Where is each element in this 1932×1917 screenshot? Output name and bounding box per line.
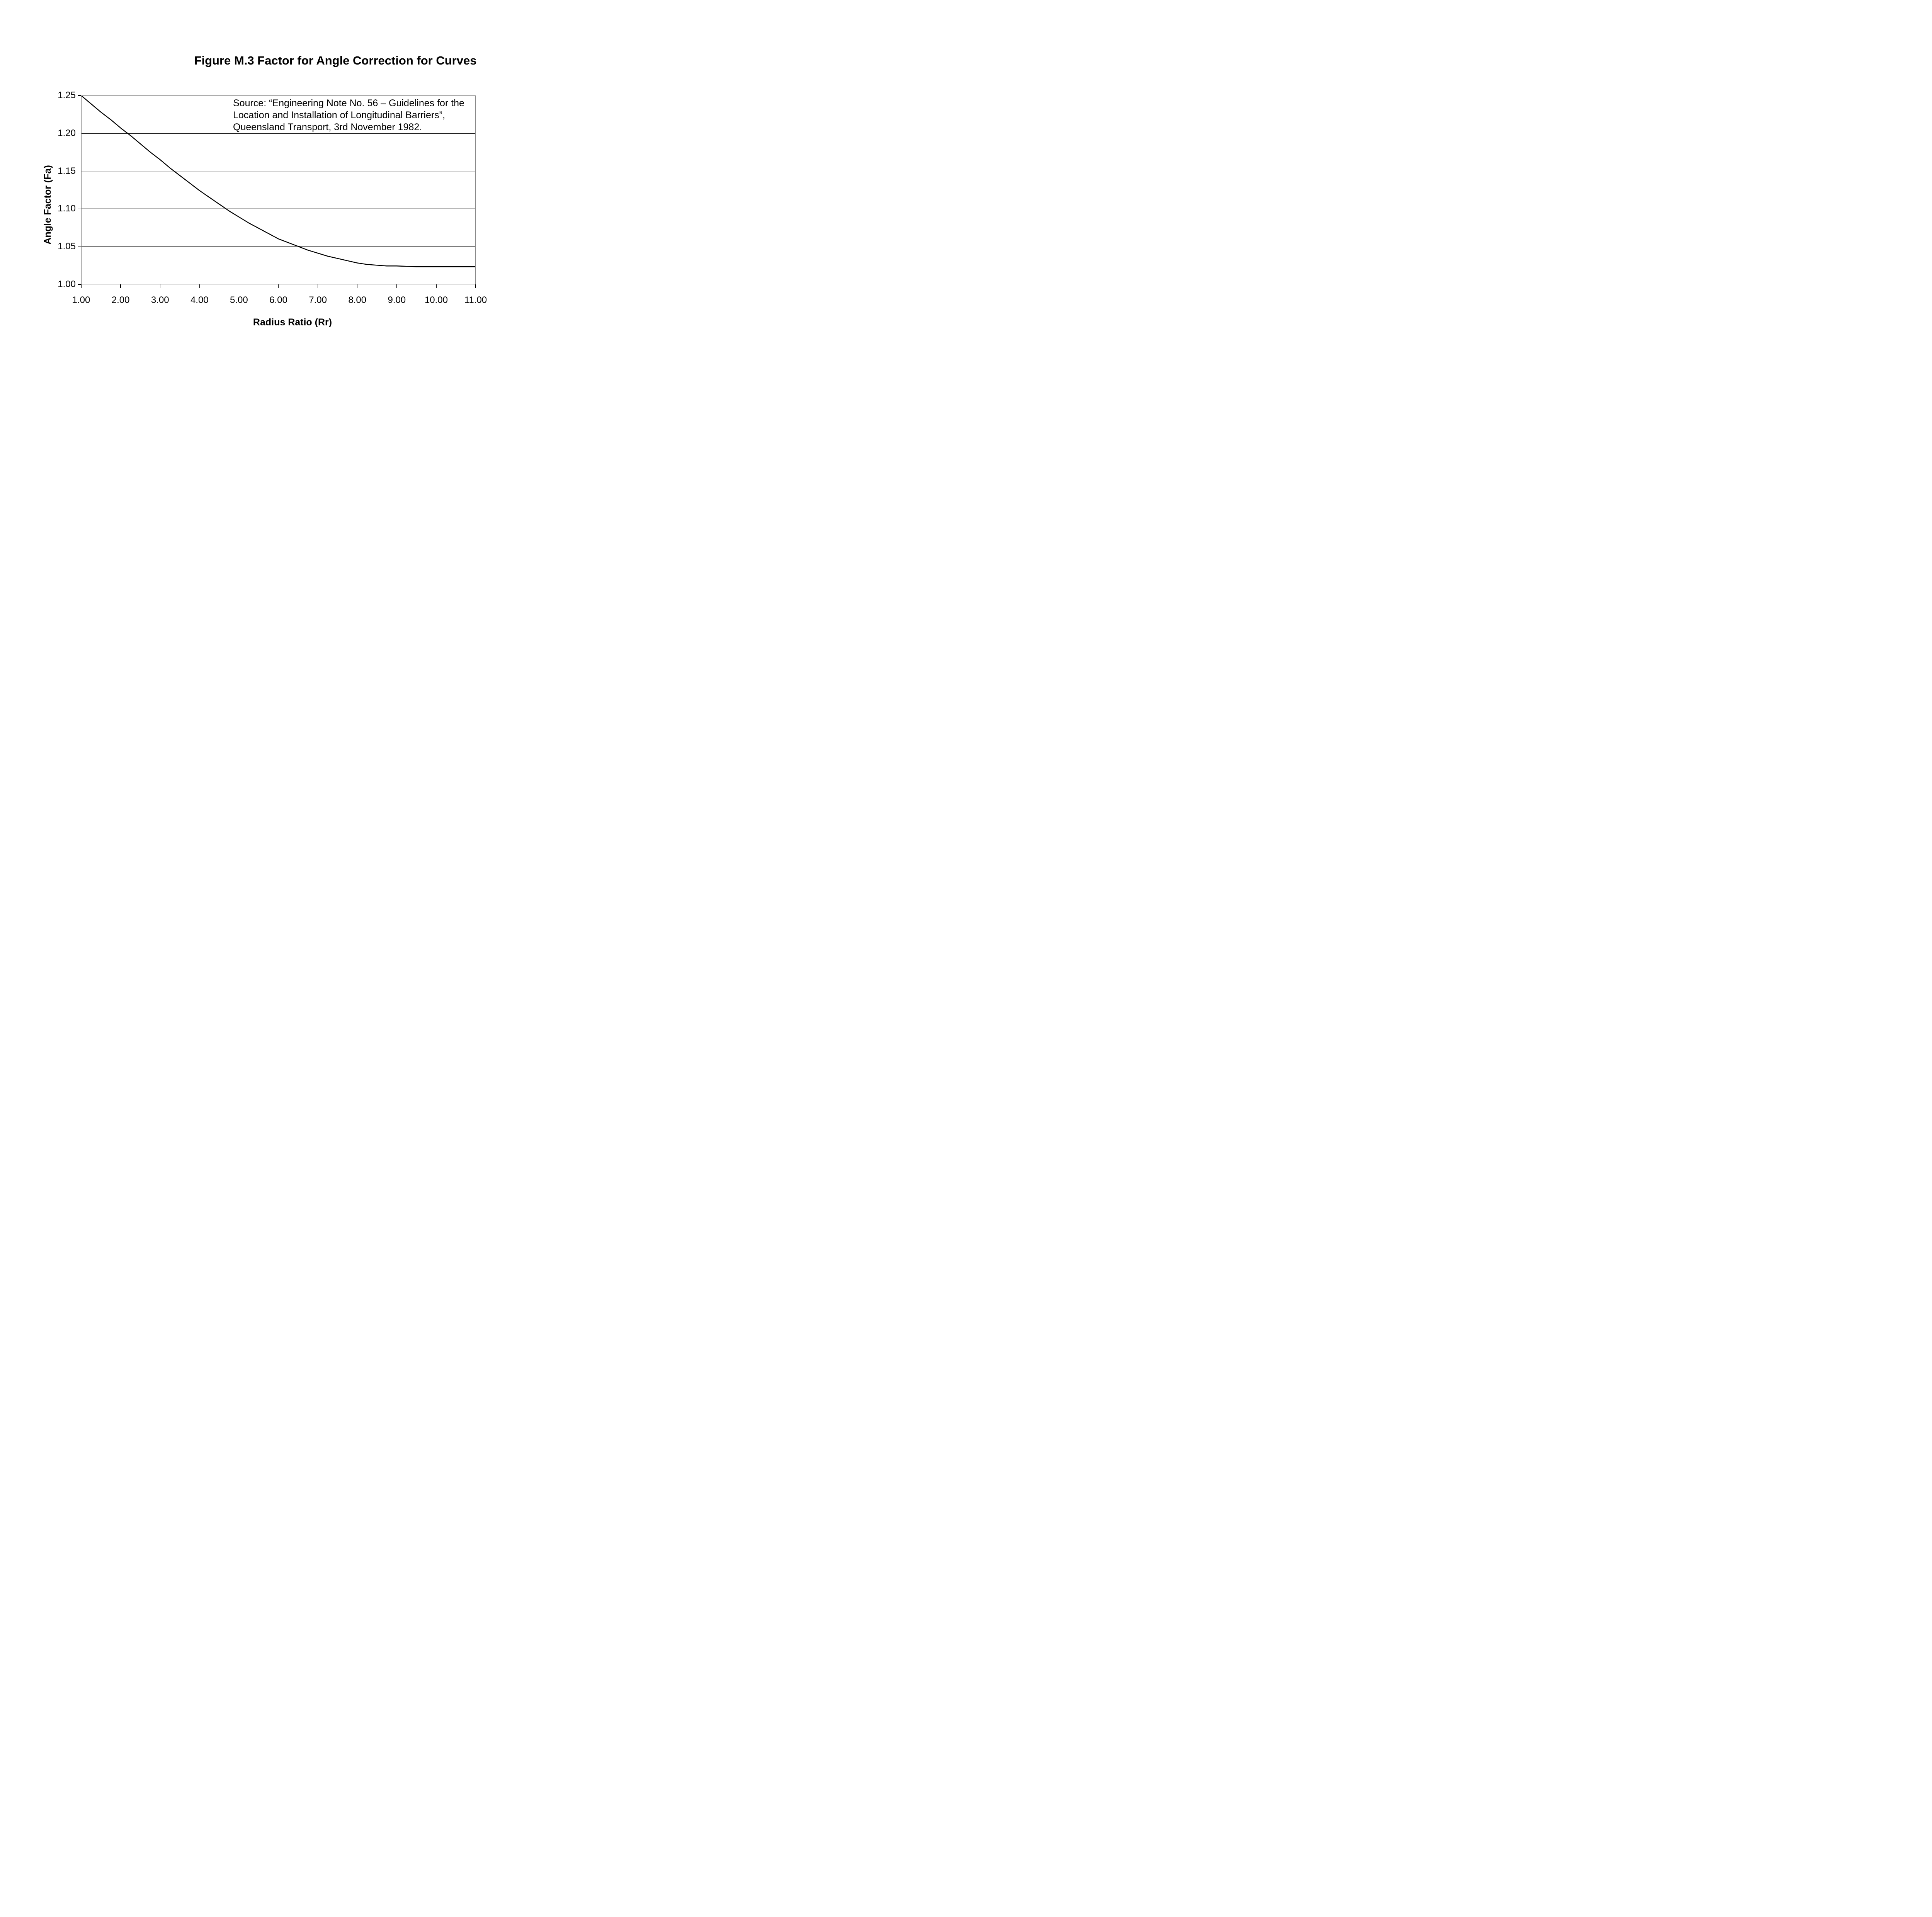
y-tick-label-1.05: 1.05 [58, 241, 76, 252]
x-tick-mark-9.00 [396, 284, 397, 288]
x-tick-label-4.00: 4.00 [190, 295, 209, 305]
x-tick-label-6.00: 6.00 [269, 295, 287, 305]
x-tick-mark-11.00 [475, 284, 476, 288]
source-note-line-2: Location and Installation of Longitudina… [233, 110, 445, 121]
x-tick-label-1.00: 1.00 [72, 295, 90, 305]
x-tick-label-8.00: 8.00 [348, 295, 367, 305]
x-tick-label-10.00: 10.00 [424, 295, 448, 305]
x-tick-mark-2.00 [120, 284, 121, 288]
source-note: Source: “Engineering Note No. 56 – Guide… [233, 97, 464, 133]
x-tick-label-9.00: 9.00 [388, 295, 406, 305]
x-axis-title: Radius Ratio (Rr) [253, 317, 332, 328]
chart-title: Figure M.3 Factor for Angle Correction f… [194, 54, 477, 67]
figure-page: Figure M.3 Factor for Angle Correction f… [0, 0, 542, 383]
line-chart-canvas [82, 96, 475, 267]
x-tick-label-5.00: 5.00 [230, 295, 248, 305]
y-tick-label-1.15: 1.15 [58, 165, 76, 176]
x-tick-mark-4.00 [199, 284, 200, 288]
angle-factor-curve [82, 96, 475, 267]
source-note-line-1: Source: “Engineering Note No. 56 – Guide… [233, 98, 464, 109]
y-tick-label-1.00: 1.00 [58, 279, 76, 289]
x-tick-label-7.00: 7.00 [309, 295, 327, 305]
y-tick-label-1.10: 1.10 [58, 203, 76, 214]
x-tick-label-11.00: 11.00 [464, 295, 487, 305]
source-note-line-3: Queensland Transport, 3rd November 1982. [233, 122, 422, 133]
y-tick-label-1.20: 1.20 [58, 128, 76, 138]
x-tick-label-3.00: 3.00 [151, 295, 169, 305]
x-tick-label-2.00: 2.00 [111, 295, 130, 305]
x-tick-mark-6.00 [278, 284, 279, 288]
y-tick-label-1.25: 1.25 [58, 90, 76, 100]
plot-area [81, 95, 476, 284]
